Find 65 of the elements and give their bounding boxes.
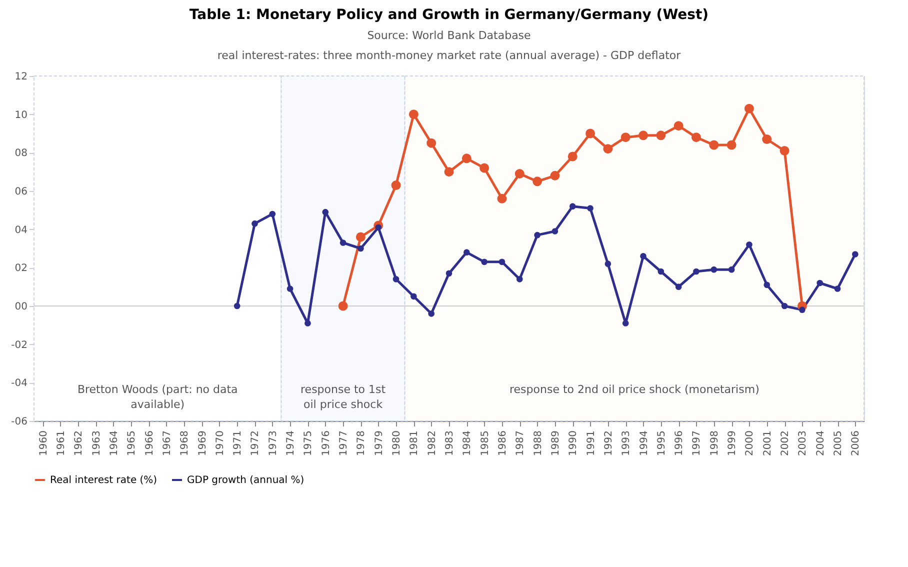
x-tick-label: 1969 xyxy=(197,430,208,456)
x-tick-label: 1963 xyxy=(91,430,102,456)
x-tick-label: 1996 xyxy=(674,430,686,456)
band-label: response to 2nd oil price shock (monetarism) xyxy=(509,382,760,396)
x-tick-label: 1983 xyxy=(444,430,456,456)
x-tick-label: 2002 xyxy=(780,430,792,456)
x-tick-label: 1980 xyxy=(392,430,403,456)
x-tick-label: 1991 xyxy=(586,430,597,456)
y-tick-label: 00 xyxy=(14,302,28,312)
y-tick-label: 12 xyxy=(14,72,28,82)
x-tick-label: 1985 xyxy=(480,430,491,456)
x-tick-label: 1961 xyxy=(56,430,67,456)
x-tick-label: 1975 xyxy=(303,430,314,456)
x-tick-label: 1998 xyxy=(709,430,720,456)
band-label: Bretton Woods (part: no data available) xyxy=(77,382,238,411)
x-tick-label: 1972 xyxy=(250,430,262,456)
x-tick-label: 1978 xyxy=(356,430,368,456)
y-tick-label: 02 xyxy=(14,263,28,274)
legend-label: Real interest rate (%) xyxy=(50,475,158,486)
y-tick-label: -04 xyxy=(11,378,28,390)
x-tick-label: 1982 xyxy=(426,430,438,456)
x-tick-label: 1974 xyxy=(286,430,297,456)
x-tick-label: 1970 xyxy=(214,430,226,456)
x-tick-label: 2001 xyxy=(762,430,774,456)
x-tick-label: 1989 xyxy=(550,430,562,456)
x-tick-label: 2003 xyxy=(798,430,809,456)
x-tick-label: 1966 xyxy=(144,430,156,456)
legend-label: GDP growth (annual %) xyxy=(187,475,304,486)
x-tick-label: 1999 xyxy=(727,430,738,456)
y-tick-label: -06 xyxy=(11,416,28,428)
y-tick-label: 08 xyxy=(14,148,28,160)
x-tick-label: 1962 xyxy=(74,430,85,456)
x-tick-label: 1984 xyxy=(462,430,474,456)
x-tick-label: 1992 xyxy=(603,430,614,456)
x-tick-label: 1965 xyxy=(126,430,138,456)
x-tick-label: 2005 xyxy=(833,430,844,456)
x-tick-label: 1973 xyxy=(268,430,279,456)
text: real interest-rates: three month-money market rate (annual average) - GDP deflator xyxy=(217,49,682,62)
y-tick-label: 06 xyxy=(14,186,28,198)
x-tick-label: 1990 xyxy=(568,430,580,456)
x-tick-label: 1976 xyxy=(320,430,332,456)
x-tick-label: 1986 xyxy=(497,430,508,456)
x-tick-label: 1967 xyxy=(162,430,173,456)
x-tick-label: 1979 xyxy=(374,430,385,456)
band-label: response to 1st oil price shock xyxy=(300,382,386,411)
x-tick-label: 2004 xyxy=(815,430,826,456)
x-tick-label: 1977 xyxy=(338,430,350,456)
y-tick-label: 10 xyxy=(14,110,28,121)
x-tick-label: 1988 xyxy=(532,430,544,456)
x-tick-label: 1971 xyxy=(232,430,244,456)
x-tick-label: 1994 xyxy=(638,430,650,456)
x-tick-label: 1968 xyxy=(180,430,191,456)
chart-title: Table 1: Monetary Policy and Growth in Germany/Germany (West) xyxy=(189,7,709,23)
x-tick-label: 1960 xyxy=(38,430,50,456)
y-tick-label: -02 xyxy=(11,340,28,351)
chart-subtitle: Source: World Bank Database xyxy=(367,29,532,42)
x-tick-label: 1987 xyxy=(515,430,526,456)
y-tick-label: 04 xyxy=(14,224,28,236)
x-tick-label: 1997 xyxy=(692,430,703,456)
x-tick-label: 1993 xyxy=(621,430,632,456)
x-tick-label: 1995 xyxy=(656,430,668,456)
x-tick-label: 1981 xyxy=(409,430,420,456)
x-tick-label: 2000 xyxy=(744,430,756,456)
x-tick-label: 2006 xyxy=(850,430,862,456)
x-tick-label: 1964 xyxy=(108,430,120,456)
